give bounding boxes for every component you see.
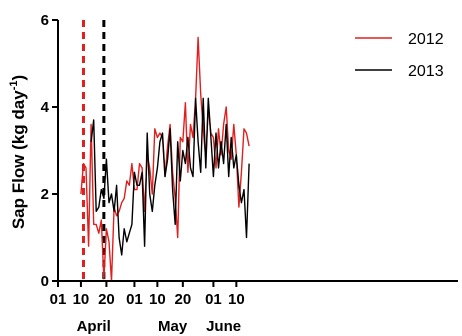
y-tick-label: 0 [41, 273, 49, 290]
plot-area [80, 20, 250, 282]
legend-label-2012: 2012 [408, 31, 444, 48]
x-tick-label: 01 [126, 291, 143, 308]
x-tick-label: 20 [98, 291, 115, 308]
x-tick-label: 01 [205, 291, 222, 308]
month-label-june: June [206, 318, 241, 335]
y-axis-title: Sap Flow (kg day-1) [8, 75, 28, 229]
y-tick-label: 6 [41, 12, 49, 29]
axes: 0 2 4 6 01 10 20 01 10 20 01 10 April May June [41, 12, 458, 335]
month-label-april: April [77, 318, 111, 335]
x-tick-label: 10 [73, 291, 90, 308]
x-tick-label: 20 [174, 291, 191, 308]
month-label-may: May [158, 318, 188, 335]
y-tick-label: 2 [41, 186, 49, 203]
x-tick-label: 10 [228, 291, 245, 308]
series-line-2013 [90, 97, 250, 256]
legend: 2012 2013 [355, 31, 444, 80]
y-tick-label: 4 [41, 99, 50, 116]
legend-label-2013: 2013 [408, 63, 444, 80]
x-tick-label: 01 [50, 291, 67, 308]
x-tick-label: 10 [149, 291, 166, 308]
